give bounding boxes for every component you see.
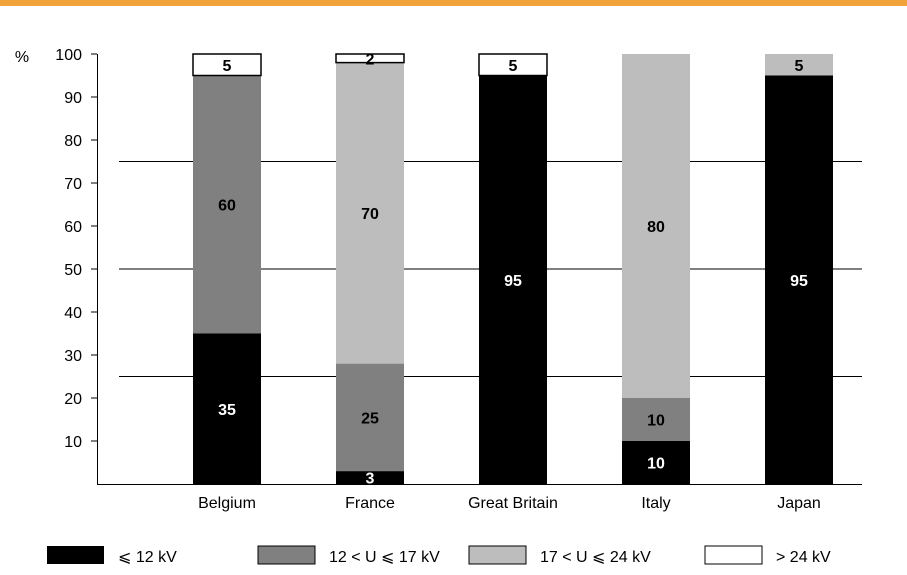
data-label: 3 <box>366 471 375 488</box>
bar-segment-italy-2 <box>622 54 690 398</box>
data-label: 80 <box>647 219 665 236</box>
bar-segment-italy-1 <box>622 398 690 441</box>
legend-label: 17 < U ⩽ 24 kV <box>540 549 651 566</box>
y-tick-label: 20 <box>64 391 82 408</box>
legend-group: ⩽ 12 kV 12 < U ⩽ 17 kV 17 < U ⩽ 24 kV > 24 … <box>47 545 831 566</box>
bar-segment-belgium-3 <box>192 53 262 77</box>
header-rule <box>0 0 907 6</box>
x-category-label: France <box>345 495 395 512</box>
x-category-label: Italy <box>641 495 670 512</box>
data-label: 35 <box>218 402 236 419</box>
data-label: 95 <box>790 273 808 290</box>
data-label: 10 <box>647 456 665 473</box>
y-tick-label: 50 <box>64 262 82 279</box>
bar-segment-japan-2 <box>765 54 833 76</box>
data-label: 25 <box>361 410 379 427</box>
bar-segment-japan-0 <box>765 75 833 484</box>
data-label: 2 <box>366 51 375 68</box>
bar-segment-great-britain-3 <box>478 53 548 77</box>
bars-group: 35 60 5 3 25 70 2 95 5 10 10 80 95 5 <box>192 51 833 488</box>
bar-segment-italy-0 <box>622 441 690 484</box>
y-tick-label: 40 <box>64 305 82 322</box>
data-label: 10 <box>647 413 665 430</box>
legend-swatch <box>257 545 316 565</box>
x-axis-group: Belgium France Great Britain Italy Japan <box>198 495 821 512</box>
bar-segment-france-2 <box>336 62 404 364</box>
bar-segment-great-britain-0 <box>479 75 547 484</box>
y-tick-label: 90 <box>64 90 82 107</box>
y-axis-group: 10 20 30 40 50 60 70 80 90 100 <box>55 47 862 485</box>
y-tick-label: 70 <box>64 176 82 193</box>
bar-segment-belgium-0 <box>193 333 261 484</box>
y-tick-label: 30 <box>64 348 82 365</box>
legend-swatch <box>47 546 104 564</box>
legend-label: 12 < U ⩽ 17 kV <box>329 549 440 566</box>
legend-swatch <box>468 545 527 565</box>
bar-segment-france-3 <box>335 53 405 64</box>
data-label: 60 <box>218 198 236 215</box>
data-label: 95 <box>504 273 522 290</box>
data-label: 5 <box>509 58 518 75</box>
legend-label: ⩽ 12 kV <box>118 549 177 566</box>
y-tick-label: 80 <box>64 133 82 150</box>
y-tick-label: 10 <box>64 434 82 451</box>
y-axis-unit-label: % <box>15 49 29 66</box>
data-label: 5 <box>795 58 804 75</box>
legend-swatch <box>704 545 763 565</box>
x-category-label: Belgium <box>198 495 256 512</box>
y-tick-label: 60 <box>64 219 82 236</box>
y-tick-label: 100 <box>55 47 82 64</box>
x-category-label: Japan <box>777 495 821 512</box>
bar-segment-france-1 <box>336 363 404 472</box>
bar-segment-france-0 <box>336 471 404 484</box>
bar-segment-belgium-1 <box>193 75 261 334</box>
x-category-label: Great Britain <box>468 495 558 512</box>
data-label: 5 <box>223 58 232 75</box>
data-label: 70 <box>361 206 379 223</box>
legend-label: > 24 kV <box>776 549 831 566</box>
